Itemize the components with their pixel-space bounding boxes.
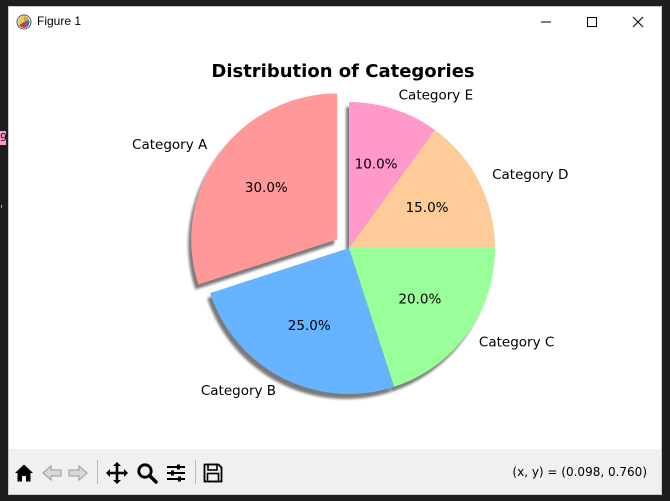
pie-slice-category-b bbox=[210, 248, 395, 395]
pie-slice-category-a bbox=[191, 93, 338, 285]
save-icon bbox=[203, 463, 223, 483]
minimize-icon bbox=[541, 21, 551, 23]
zoom-button[interactable] bbox=[134, 460, 160, 486]
zoom-icon bbox=[137, 463, 158, 484]
slice-label: Category E bbox=[399, 87, 474, 103]
home-button[interactable] bbox=[11, 460, 37, 486]
close-button[interactable] bbox=[615, 7, 661, 37]
home-icon bbox=[15, 464, 33, 482]
pie-slice-category-d bbox=[349, 129, 495, 248]
configure-subplots-button[interactable] bbox=[163, 460, 189, 486]
maximize-icon bbox=[587, 17, 597, 27]
pan-icon bbox=[106, 462, 128, 484]
toolbar-separator bbox=[195, 460, 196, 484]
matplotlib-app-icon bbox=[15, 13, 33, 31]
pan-button[interactable] bbox=[104, 460, 130, 486]
window-title: Figure 1 bbox=[37, 14, 82, 28]
figure-window: Figure 1 Distribution of Categories Cate… bbox=[8, 6, 662, 495]
slice-percent-label: 30.0% bbox=[245, 180, 288, 196]
chart-title: Distribution of Categories bbox=[211, 61, 474, 82]
pie-chart: Distribution of Categories Category A 30.… bbox=[132, 61, 568, 399]
minimize-button[interactable] bbox=[523, 7, 569, 37]
forward-icon bbox=[68, 464, 88, 482]
toolbar-separator bbox=[97, 460, 98, 484]
slice-label: Category C bbox=[479, 334, 554, 350]
slice-percent-label: 20.0% bbox=[398, 291, 441, 307]
background-mark: ' bbox=[0, 203, 4, 216]
back-button[interactable] bbox=[39, 460, 65, 486]
forward-button[interactable] bbox=[65, 460, 91, 486]
pie-slice-category-c bbox=[349, 248, 495, 387]
cursor-coordinates: (x, y) = (0.098, 0.760) bbox=[512, 465, 647, 479]
back-icon bbox=[42, 464, 62, 482]
slice-percent-label: 15.0% bbox=[406, 200, 449, 216]
figure-canvas[interactable]: Distribution of Categories Category A 30.… bbox=[9, 37, 661, 449]
slice-percent-label: 10.0% bbox=[355, 157, 398, 173]
slice-percent-label: 25.0% bbox=[288, 318, 331, 334]
maximize-button[interactable] bbox=[569, 7, 615, 37]
configure-subplots-icon bbox=[167, 464, 185, 482]
background-mark: 9 bbox=[0, 131, 6, 145]
background-strip bbox=[0, 0, 8, 501]
close-icon bbox=[632, 16, 644, 28]
slice-label: Category D bbox=[492, 167, 568, 183]
title-bar: Figure 1 bbox=[9, 7, 661, 37]
pie-slice-category-e bbox=[349, 102, 435, 248]
navigation-toolbar: (x, y) = (0.098, 0.760) bbox=[9, 449, 661, 494]
slice-label: Category B bbox=[201, 383, 276, 399]
slice-label: Category A bbox=[132, 137, 208, 153]
save-button[interactable] bbox=[200, 460, 226, 486]
